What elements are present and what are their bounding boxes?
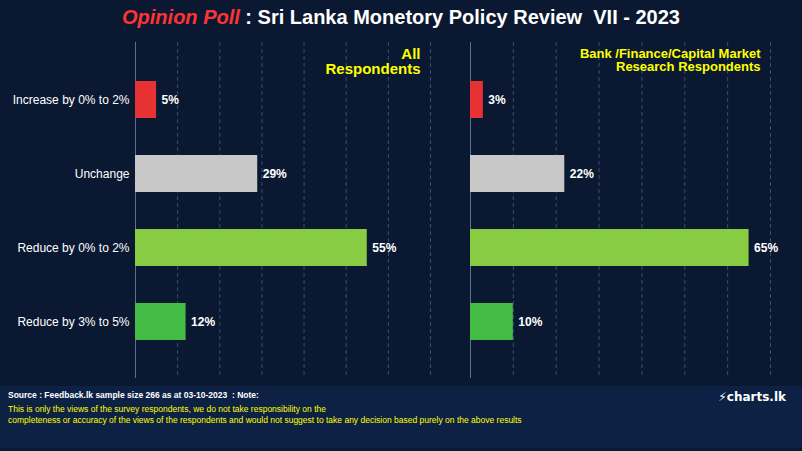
svg-text:12%: 12% <box>191 315 215 329</box>
svg-text:5%: 5% <box>162 93 180 107</box>
svg-text:Bank /Finance/Capital MarketRe: Bank /Finance/Capital MarketResearch Res… <box>580 46 761 74</box>
svg-text:AllRespondents: AllRespondents <box>325 45 420 77</box>
svg-text:29%: 29% <box>263 167 287 181</box>
svg-text:55%: 55% <box>372 241 396 255</box>
html-text:This is only the views of the: This is only the views of the survey res… <box>8 404 522 425</box>
svg-text:Reduce by 0% to 2%: Reduce by 0% to 2% <box>17 241 129 255</box>
svg-text:22%: 22% <box>570 167 594 181</box>
svg-text:10%: 10% <box>518 315 542 329</box>
svg-text:Reduce by 3% to 5%: Reduce by 3% to 5% <box>17 315 129 329</box>
svg-text:Increase by 0% to 2%: Increase by 0% to 2% <box>13 93 130 107</box>
svg-text:3%: 3% <box>488 93 506 107</box>
svg-text:65%: 65% <box>754 241 778 255</box>
html-text:Opinion Poll: Sri Lanka Moneto: Opinion Poll: Sri Lanka Monetory Policy … <box>122 6 680 28</box>
html-text:⚡charts.lk: ⚡charts.lk <box>718 390 786 404</box>
svg-text:Unchange: Unchange <box>75 167 130 181</box>
html-text:Source : Feedback.lk sample si: Source : Feedback.lk sample size 266 as … <box>8 390 259 400</box>
